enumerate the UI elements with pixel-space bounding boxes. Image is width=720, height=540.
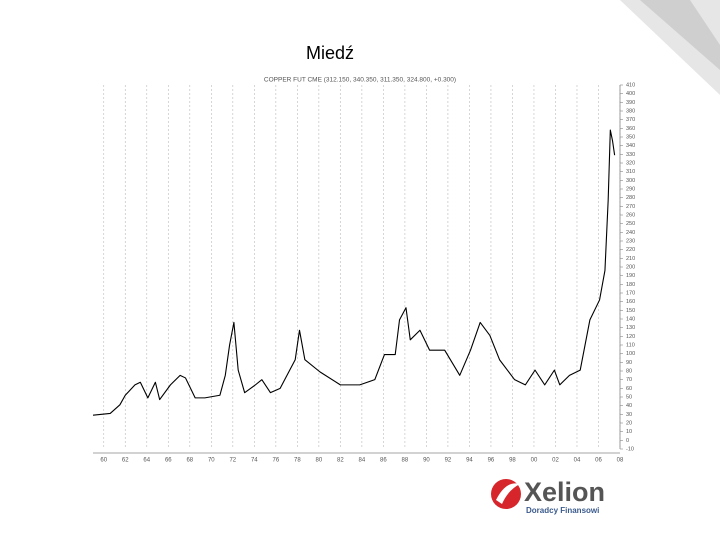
y-tick-label: 140 <box>626 316 635 322</box>
logo-tagline: Doradcy Finansowi <box>526 506 599 515</box>
y-tick-label: -10 <box>626 446 634 452</box>
x-tick-label: 98 <box>509 458 516 464</box>
y-tick-label: 0 <box>626 438 629 444</box>
y-tick-label: 360 <box>626 126 635 132</box>
grid: -10 0 10 20 30 40 50 60 70 80 90 100 110 120 130 140 150… <box>93 82 635 464</box>
y-tick-label: 50 <box>626 394 632 400</box>
y-tick-label: 150 <box>626 308 635 314</box>
y-tick-label: 280 <box>626 195 635 201</box>
y-tick-label: 200 <box>626 264 635 270</box>
x-tick-label: 80 <box>316 458 323 464</box>
x-tick-label: 66 <box>165 458 172 464</box>
x-tick-label: 70 <box>208 458 215 464</box>
y-tick-label: 160 <box>626 299 635 305</box>
plot <box>92 129 616 416</box>
logo: Xelion Doradcy Finansowi <box>491 477 605 515</box>
y-tick-label: 400 <box>626 91 635 97</box>
y-tick-label: 10 <box>626 429 632 435</box>
chart-title: COPPER FUT CME (312.150, 340.350, 311.35… <box>264 77 456 84</box>
x-tick-label: 96 <box>488 458 495 464</box>
x-tick-label: 84 <box>359 458 366 464</box>
y-tick-label: 300 <box>626 178 635 184</box>
y-tick-label: 250 <box>626 221 635 227</box>
x-tick-label: 04 <box>574 458 581 464</box>
y-tick-label: 350 <box>626 134 635 140</box>
y-tick-label: 30 <box>626 412 632 418</box>
x-tick-label: 00 <box>531 458 538 464</box>
slide-title: Miedź <box>306 43 354 63</box>
y-tick-label: 340 <box>626 143 635 149</box>
y-tick-label: 380 <box>626 108 635 114</box>
y-tick-label: 330 <box>626 152 635 158</box>
x-tick-label: 68 <box>186 458 193 464</box>
y-tick-label: 190 <box>626 273 635 279</box>
y-tick-label: 180 <box>626 282 635 288</box>
x-tick-label: 62 <box>122 458 129 464</box>
y-tick-label: 310 <box>626 169 635 175</box>
page-curl-shade <box>640 0 720 70</box>
x-tick-label: 82 <box>337 458 344 464</box>
y-tick-label: 130 <box>626 325 635 331</box>
x-tick-label: 08 <box>617 458 624 464</box>
x-tick-label: 90 <box>423 458 430 464</box>
price-line <box>92 129 616 416</box>
x-tick-label: 88 <box>402 458 409 464</box>
x-tick-label: 92 <box>445 458 452 464</box>
x-tick-label: 74 <box>251 458 258 464</box>
y-tick-label: 20 <box>626 420 632 426</box>
y-tick-label: 90 <box>626 360 632 366</box>
y-tick-label: 370 <box>626 117 635 123</box>
y-tick-label: 70 <box>626 377 632 383</box>
y-tick-label: 60 <box>626 386 632 392</box>
x-tick-label: 60 <box>100 458 107 464</box>
y-tick-label: 220 <box>626 247 635 253</box>
x-tick-label: 94 <box>466 458 473 464</box>
y-tick-label: 100 <box>626 351 635 357</box>
y-tick-label: 390 <box>626 100 635 106</box>
y-tick-label: 230 <box>626 238 635 244</box>
y-tick-label: 170 <box>626 290 635 296</box>
y-tick-label: 110 <box>626 342 635 348</box>
x-tick-label: 76 <box>272 458 279 464</box>
y-tick-label: 260 <box>626 212 635 218</box>
x-tick-label: 86 <box>380 458 387 464</box>
y-tick-label: 240 <box>626 230 635 236</box>
y-tick-label: 120 <box>626 334 635 340</box>
x-tick-label: 78 <box>294 458 301 464</box>
y-tick-label: 320 <box>626 160 635 166</box>
x-tick-label: 06 <box>595 458 602 464</box>
x-tick-label: 02 <box>552 458 559 464</box>
x-tick-label: 72 <box>229 458 236 464</box>
x-tick-label: 64 <box>143 458 150 464</box>
y-tick-label: 290 <box>626 186 635 192</box>
y-tick-label: 40 <box>626 403 632 409</box>
logo-swirl <box>496 483 520 504</box>
y-tick-label: 80 <box>626 368 632 374</box>
logo-name: Xelion <box>524 477 605 507</box>
y-tick-label: 270 <box>626 204 635 210</box>
y-tick-label: 410 <box>626 82 635 88</box>
y-tick-label: 210 <box>626 256 635 262</box>
